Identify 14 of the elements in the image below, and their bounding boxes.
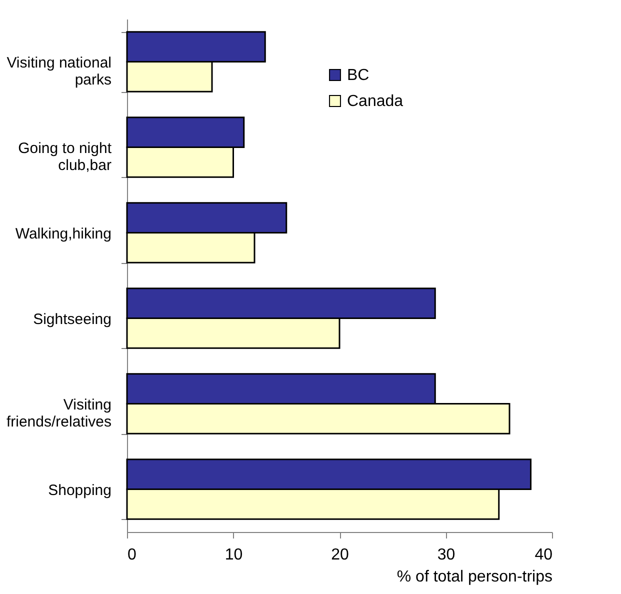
x-tick-label: 40 <box>534 546 553 564</box>
legend-label: BC <box>347 67 370 84</box>
x-tick-label: 20 <box>331 546 349 564</box>
x-tick-label: 0 <box>128 546 136 564</box>
x-tick-label: 30 <box>437 546 456 564</box>
y-tick-label: Shopping <box>48 482 112 499</box>
y-tick-label: Visiting national parks <box>6 54 112 88</box>
legend-label: Canada <box>347 93 404 110</box>
y-tick-label: Going to night club,bar <box>18 140 112 174</box>
y-tick-label: Visiting friends/relatives <box>6 396 112 430</box>
y-tick-label: Sightseeing <box>33 310 112 328</box>
x-axis-title: % of total person-trips <box>396 568 552 586</box>
y-tick-label: Walking,hiking <box>15 225 112 242</box>
x-tick-label: 10 <box>224 546 243 564</box>
